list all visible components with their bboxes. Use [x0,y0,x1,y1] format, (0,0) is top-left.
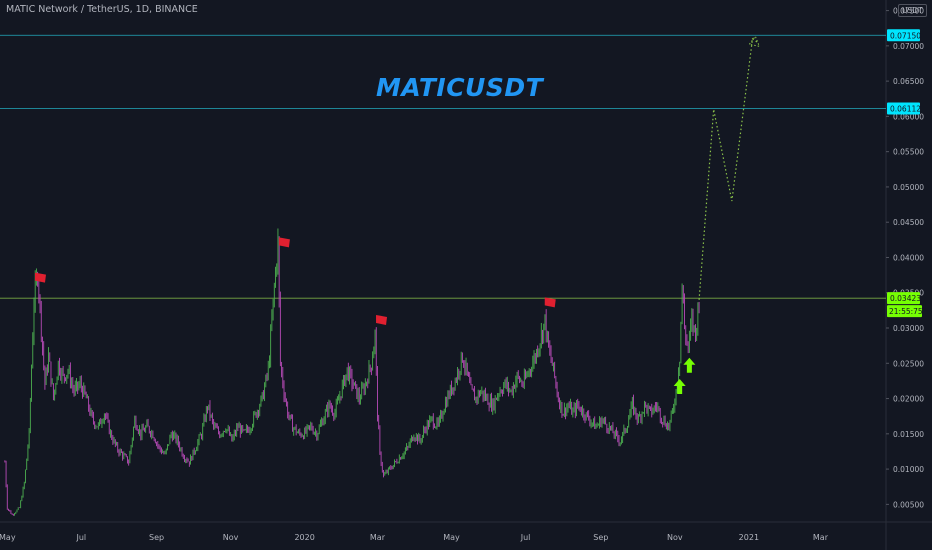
price-level-tag [887,29,920,42]
y-tick-label: 0.01000 [893,465,924,474]
projection-path[interactable] [698,37,758,300]
y-tick-label: 0.05000 [893,183,924,192]
chart-annotation-title: MATICUSDT [376,73,544,102]
y-tick-label: 0.00500 [893,500,924,509]
x-tick-label: 2021 [739,533,759,542]
price-level-tag [887,102,920,115]
y-tick-label: 0.02000 [893,395,924,404]
y-tick-label: 0.07500 [893,7,924,16]
sell-flag-icon[interactable] [34,272,46,283]
candlestick-series [4,228,700,516]
x-tick-label: Sep [149,533,164,542]
x-tick-label: Sep [593,533,608,542]
countdown-tag [887,305,922,318]
x-tick-label: Jul [520,533,531,542]
x-tick-label: 2020 [294,533,314,542]
y-tick-label: 0.04000 [893,253,924,262]
y-tick-label: 0.02500 [893,359,924,368]
countdown-label: 21:55:75 [889,307,923,316]
y-tick-label: 0.06000 [893,112,924,121]
x-tick-label: Nov [223,533,239,542]
price-level-label: 0.07150 [890,31,921,40]
price-level-label: 0.06112 [890,104,921,113]
price-axis-unit[interactable]: USDT [898,4,927,17]
symbol-header: MATIC Network / TetherUS, 1D, BINANCE [6,4,198,15]
price-level-label: 0.03423 [890,294,921,303]
y-tick-label: 0.01500 [893,430,924,439]
x-tick-label: Nov [667,533,683,542]
x-tick-label: Mar [370,533,386,542]
y-tick-label: 0.06500 [893,77,924,86]
sell-flag-icon[interactable] [376,314,388,325]
x-tick-label: May [443,533,460,542]
sell-flag-icon[interactable] [544,297,556,308]
x-tick-label: Jul [75,533,86,542]
projection-arrowhead [748,35,761,47]
y-tick-label: 0.07000 [893,42,924,51]
y-tick-label: 0.05500 [893,148,924,157]
sell-flag-icon[interactable] [278,237,290,248]
y-tick-label: 0.04500 [893,218,924,227]
buy-arrow-icon[interactable] [683,357,696,373]
y-tick-label: 0.03000 [893,324,924,333]
x-tick-label: May [0,533,16,542]
x-tick-label: Mar [813,533,829,542]
price-level-tag [887,292,920,305]
buy-arrow-icon[interactable] [673,378,686,394]
